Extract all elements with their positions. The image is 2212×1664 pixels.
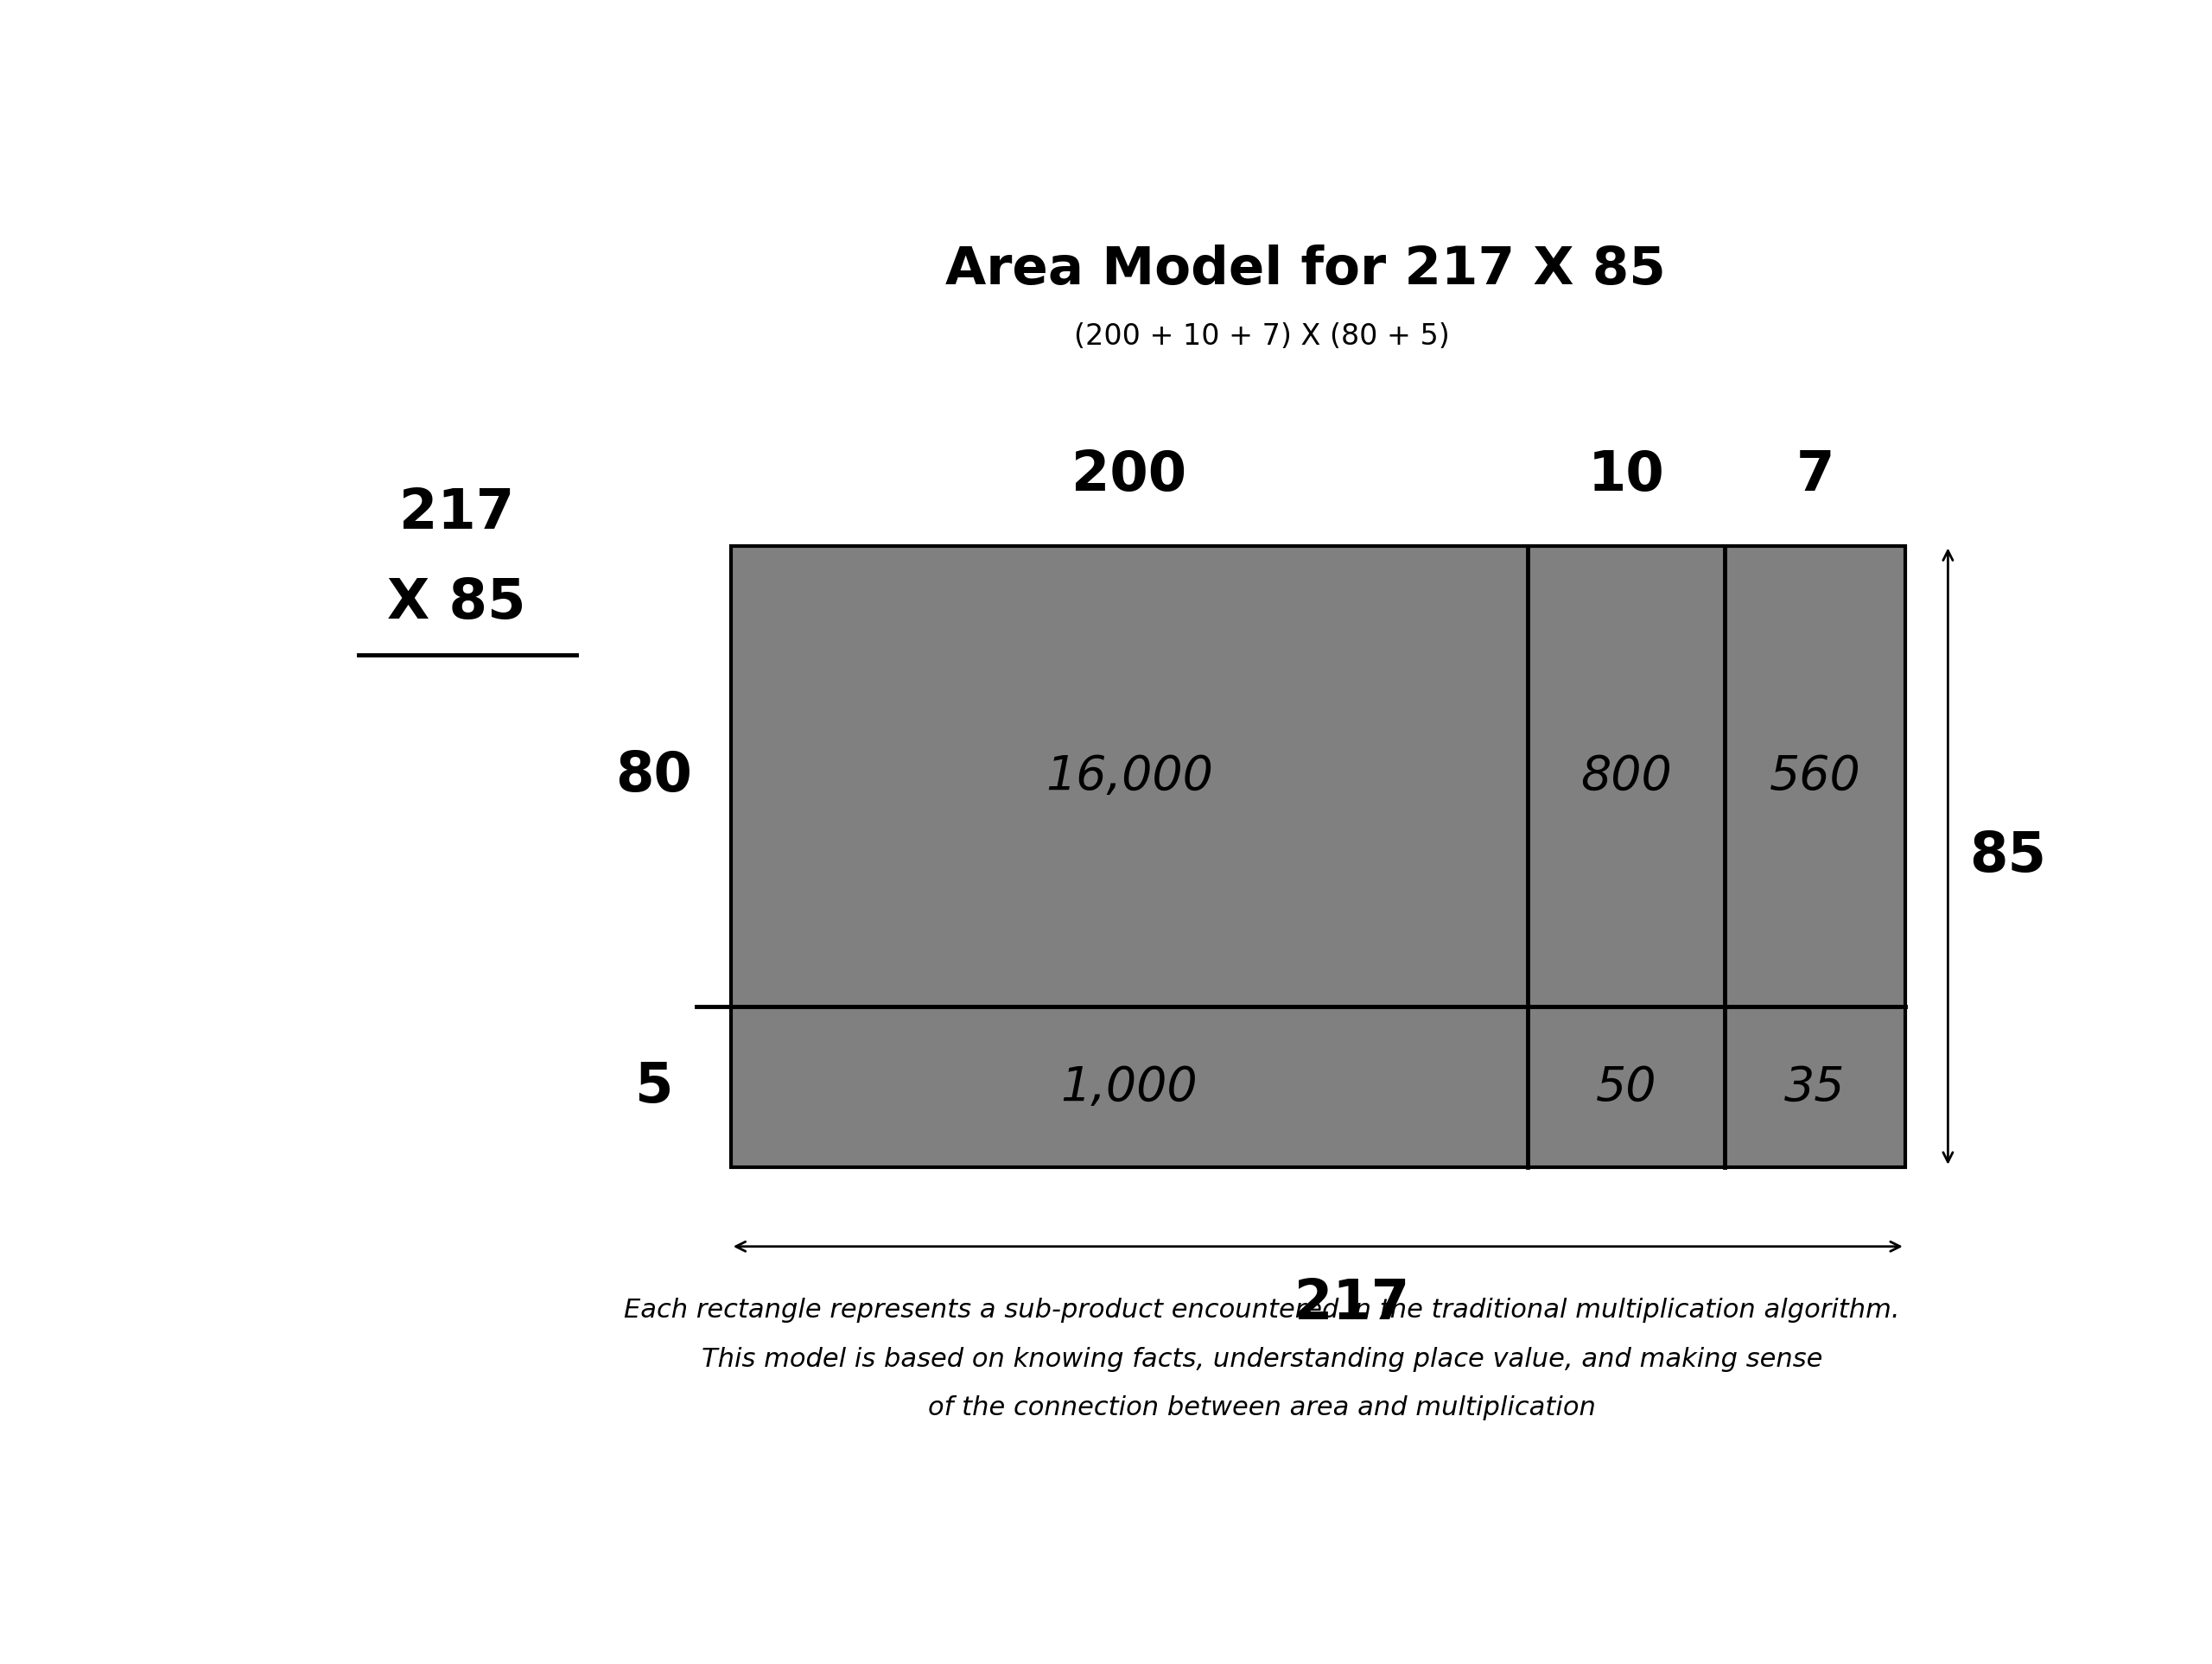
Text: 80: 80 bbox=[615, 749, 692, 804]
Text: 1,000: 1,000 bbox=[1062, 1063, 1199, 1110]
Text: 217: 217 bbox=[398, 488, 513, 541]
Text: 35: 35 bbox=[1785, 1063, 1845, 1110]
Text: 200: 200 bbox=[1073, 448, 1188, 503]
Text: X 85: X 85 bbox=[387, 576, 526, 631]
Text: 16,000: 16,000 bbox=[1046, 754, 1212, 799]
Text: Area Model for 217 X 85: Area Model for 217 X 85 bbox=[945, 245, 1666, 296]
Text: 800: 800 bbox=[1582, 754, 1672, 799]
Text: 85: 85 bbox=[1969, 830, 2046, 884]
Text: (200 + 10 + 7) X (80 + 5): (200 + 10 + 7) X (80 + 5) bbox=[1075, 323, 1451, 351]
Text: 10: 10 bbox=[1588, 448, 1666, 503]
Text: 560: 560 bbox=[1770, 754, 1860, 799]
Text: This model is based on knowing facts, understanding place value, and making sens: This model is based on knowing facts, un… bbox=[701, 1346, 1823, 1371]
Text: 50: 50 bbox=[1597, 1063, 1657, 1110]
Text: 5: 5 bbox=[635, 1060, 672, 1113]
Text: 7: 7 bbox=[1796, 448, 1834, 503]
Text: Each rectangle represents a sub-product encountered in the traditional multiplic: Each rectangle represents a sub-product … bbox=[624, 1298, 1900, 1323]
Bar bbox=[730, 546, 1905, 1166]
Text: of the connection between area and multiplication: of the connection between area and multi… bbox=[929, 1396, 1597, 1421]
Text: 217: 217 bbox=[1294, 1278, 1409, 1331]
